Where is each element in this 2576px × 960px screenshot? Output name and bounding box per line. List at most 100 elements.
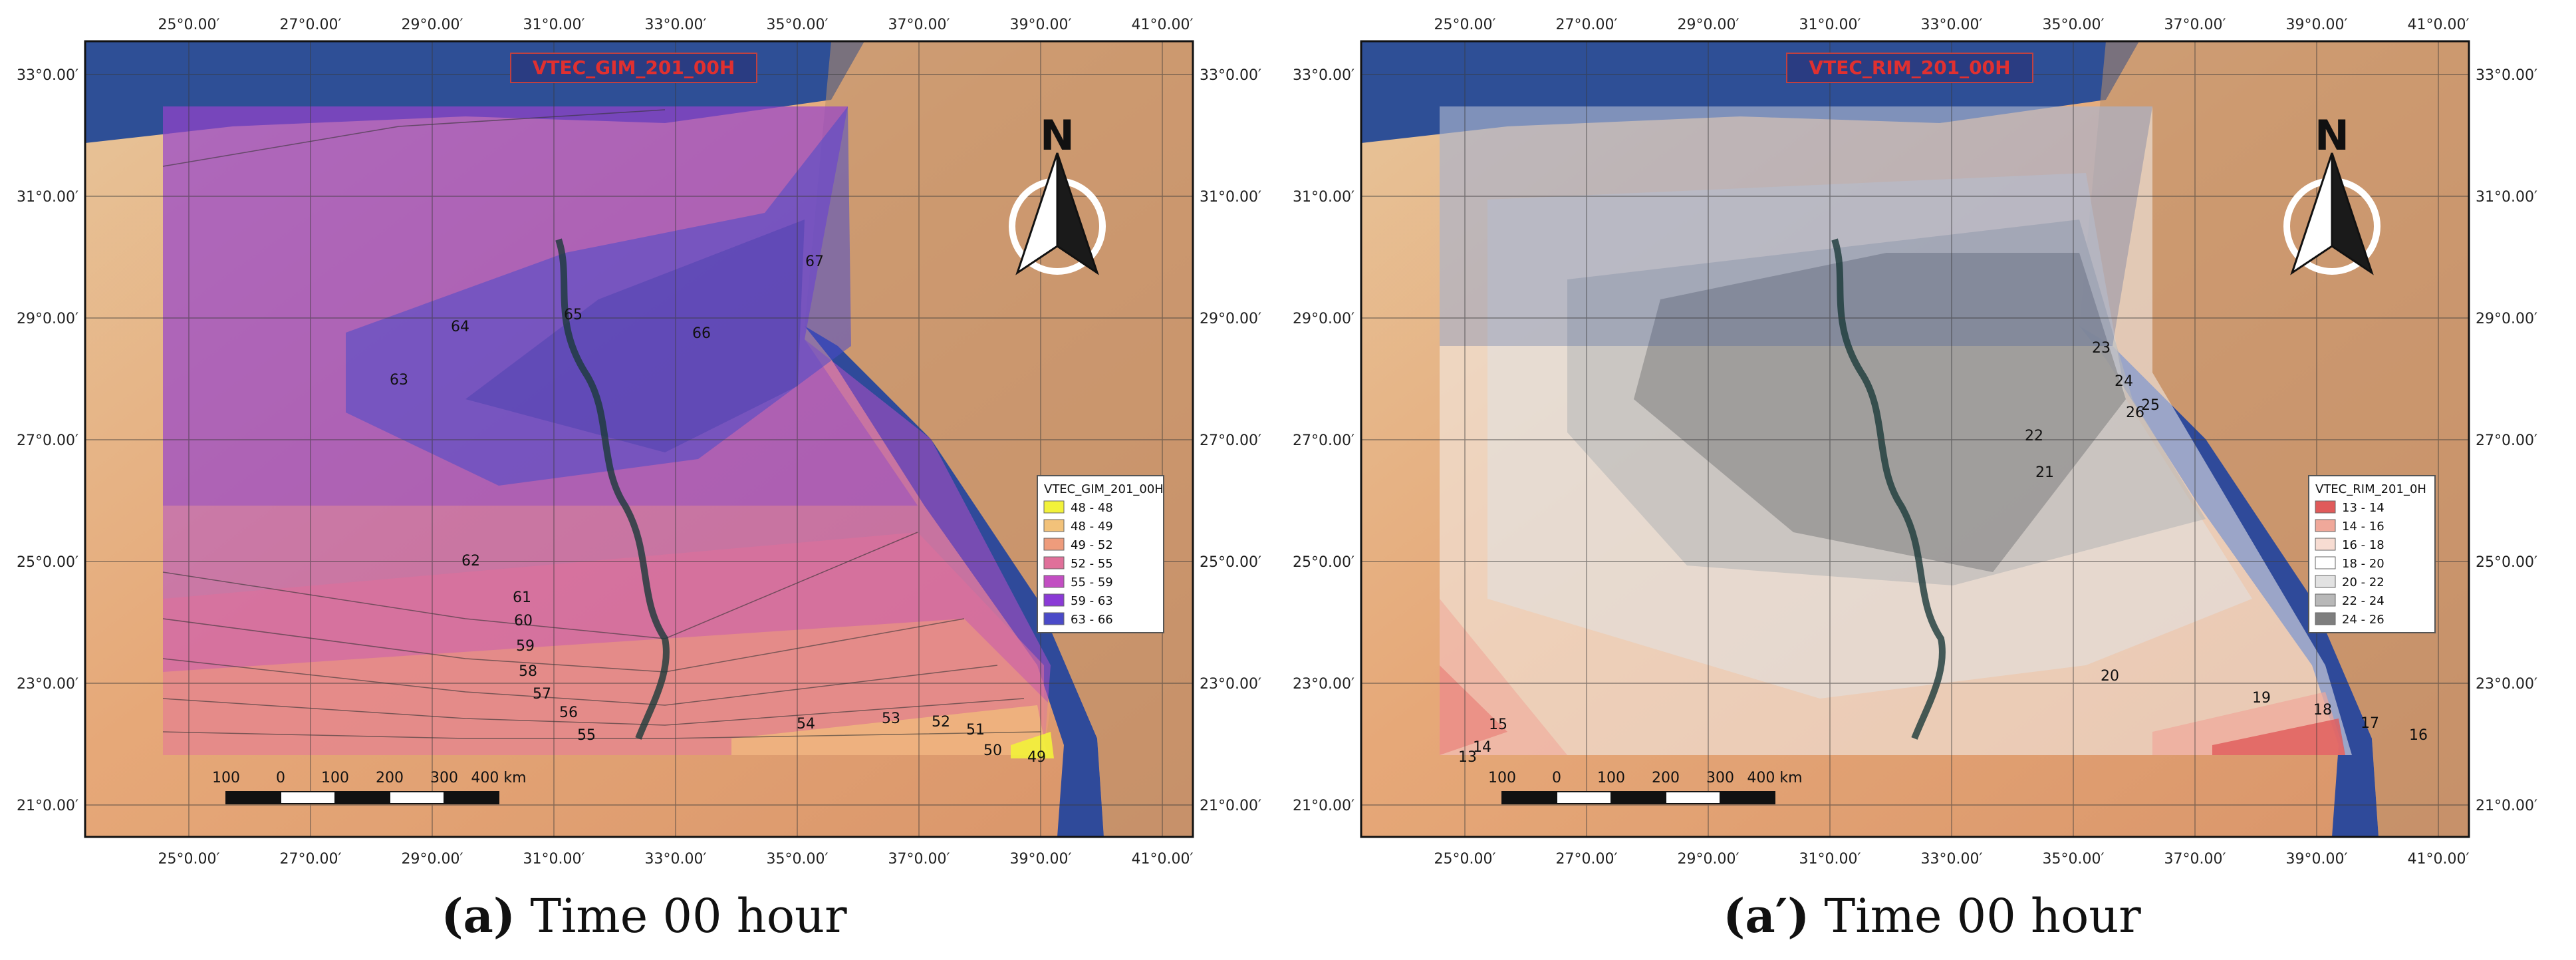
sea-red-sea [805,326,1104,837]
map-panel-gim: 25°0.00′ 25°0.00′ 27°0.00′ 27°0.00′ 29°0.00′… [17,17,1261,943]
legend-swatch [1043,538,1065,551]
contour-label: 22 [2025,428,2043,444]
lon-tick-label-top: 37°0.00′ [888,17,950,33]
lat-tick-label-right: 27°0.00′ [2476,432,2537,449]
lon-tick-label-top: 41°0.00′ [1132,17,1194,33]
legend-swatch [1043,556,1065,569]
scale-label: 0 [1552,770,1561,786]
contour-label: 16 [2409,727,2428,744]
contour-label: 17 [2361,715,2379,732]
north-label: N [1040,111,1075,160]
contour-label: 51 [966,722,985,738]
lon-tick-label-top: 39°0.00′ [1010,17,1072,33]
lon-tick-label-top: 33°0.00′ [1921,17,1983,33]
graticule [1361,41,2469,837]
river-nile [555,238,670,740]
contour-label: 58 [519,663,537,680]
lat-tick-label-left: 31°0.00′ [17,189,78,206]
lat-tick-label-right: 25°0.00′ [2476,554,2537,571]
caption-letter: (a) [441,888,516,943]
scale-segment [225,791,281,804]
lat-tick-label-right: 31°0.00′ [1200,189,1261,206]
contour-label: 23 [2092,340,2111,357]
legend-label: 59 - 63 [1071,594,1113,608]
map-panel-rim: 25°0.00′ 25°0.00′ 27°0.00′ 27°0.00′ 29°0.00′… [1288,0,2576,960]
contour-label: 26 [2126,404,2144,421]
map-frame [1360,40,2470,838]
lon-tick-label-top: 37°0.00′ [2164,17,2226,33]
scale-label: 300 [430,770,458,786]
lat-tick-label-left: 23°0.00′ [17,676,78,693]
scale-label: 400 km [1747,770,1802,786]
contour-label: 21 [2035,464,2054,481]
scale-segment [1610,791,1666,804]
caption-text: Time 00 hour [1824,889,2141,943]
legend-label: 48 - 48 [1071,501,1113,515]
scale-segment [334,791,390,804]
legend-swatch [2315,556,2336,569]
contour-label: 52 [932,714,950,730]
map-figure-rim: 25°0.00′ 25°0.00′ 27°0.00′ 27°0.00′ 29°0.00′… [1293,17,2537,868]
legend-label: 16 - 18 [2342,538,2384,552]
contour-label: 18 [2313,702,2332,719]
legend-swatch [2315,538,2336,551]
lat-tick-label-right: 29°0.00′ [1200,311,1261,327]
contour-labels: 67 65 66 64 63 62 61 60 59 58 57 56 55 54 53 52 51 50 49 [390,253,1046,766]
scale-label: 300 [1706,770,1734,786]
scale-label: 0 [276,770,285,786]
lon-tick-label-bottom: 29°0.00′ [402,851,463,868]
scale-segment [389,791,445,804]
lon-tick-label-bottom: 41°0.00′ [1132,851,1194,868]
tick-labels: 25°0.00′ 25°0.00′ 27°0.00′ 27°0.00′ 29°0.00′… [17,17,1261,868]
lon-tick-label-top: 25°0.00′ [1434,17,1496,33]
map-title-box [510,53,757,83]
scale-segment [280,791,336,804]
contour-label: 50 [983,742,1002,759]
contour-label: 61 [513,589,531,606]
lat-tick-label-left: 29°0.00′ [17,311,78,327]
lat-tick-label-right: 23°0.00′ [1200,676,1261,693]
lon-tick-label-top: 29°0.00′ [402,17,463,33]
graticule [85,41,1193,837]
contour-label: 20 [2101,668,2119,685]
legend-label: 55 - 59 [1071,575,1113,589]
contour-label: 55 [577,727,596,744]
contour-label: 54 [797,716,815,732]
lat-tick-label-left: 25°0.00′ [17,554,78,571]
scale-bar: 100 0 100 200 300 400 km [1488,770,1803,804]
lon-tick-label-bottom: 33°0.00′ [1921,851,1983,868]
contour-label: 60 [514,613,533,629]
lat-tick-label-right: 25°0.00′ [1200,554,1261,571]
contour-label: 53 [882,711,900,727]
legend-swatch [2315,612,2336,625]
map-frame [84,40,1194,838]
contour-label: 24 [2115,373,2133,390]
north-arrow-icon: N [1009,111,1106,275]
lon-tick-label-bottom: 33°0.00′ [645,851,707,868]
legend-swatch [2315,575,2336,588]
lat-tick-label-right: 33°0.00′ [1200,67,1261,84]
contour-label: 65 [564,307,582,323]
lon-tick-label-bottom: 31°0.00′ [523,851,585,868]
lat-tick-label-left: 31°0.00′ [1293,189,1354,206]
scale-label: 100 [212,770,240,786]
north-arrow-icon: N [2283,111,2381,275]
lat-tick-label-right: 29°0.00′ [2476,311,2537,327]
caption-letter: (a′) [1723,888,1810,943]
map-figure-gim: 25°0.00′ 25°0.00′ 27°0.00′ 27°0.00′ 29°0.00′… [17,17,1261,868]
map-title: VTEC_RIM_201_00H [1809,57,2010,79]
lon-tick-label-bottom: 27°0.00′ [1556,851,1618,868]
lat-tick-label-left: 21°0.00′ [1293,798,1354,814]
lat-tick-label-left: 27°0.00′ [17,432,78,449]
lon-tick-label-bottom: 25°0.00′ [158,851,220,868]
legend-label: 63 - 66 [1071,613,1113,627]
lat-tick-label-right: 21°0.00′ [1200,798,1261,814]
scale-segment [1556,791,1612,804]
map-title: VTEC_GIM_201_00H [533,57,735,79]
contour-label: 67 [805,253,824,270]
legend-box [1037,475,1164,633]
lon-tick-label-bottom: 41°0.00′ [2408,851,2470,868]
scale-bar: 100 0 100 200 300 400 km [212,770,527,804]
lon-tick-label-bottom: 39°0.00′ [1010,851,1072,868]
lat-tick-label-right: 23°0.00′ [2476,676,2537,693]
